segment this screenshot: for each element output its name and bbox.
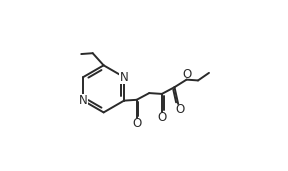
Text: N: N xyxy=(120,71,128,84)
Text: O: O xyxy=(132,117,141,130)
Text: O: O xyxy=(157,111,166,124)
Text: O: O xyxy=(182,68,191,81)
Text: N: N xyxy=(79,94,88,107)
Text: O: O xyxy=(175,103,185,116)
